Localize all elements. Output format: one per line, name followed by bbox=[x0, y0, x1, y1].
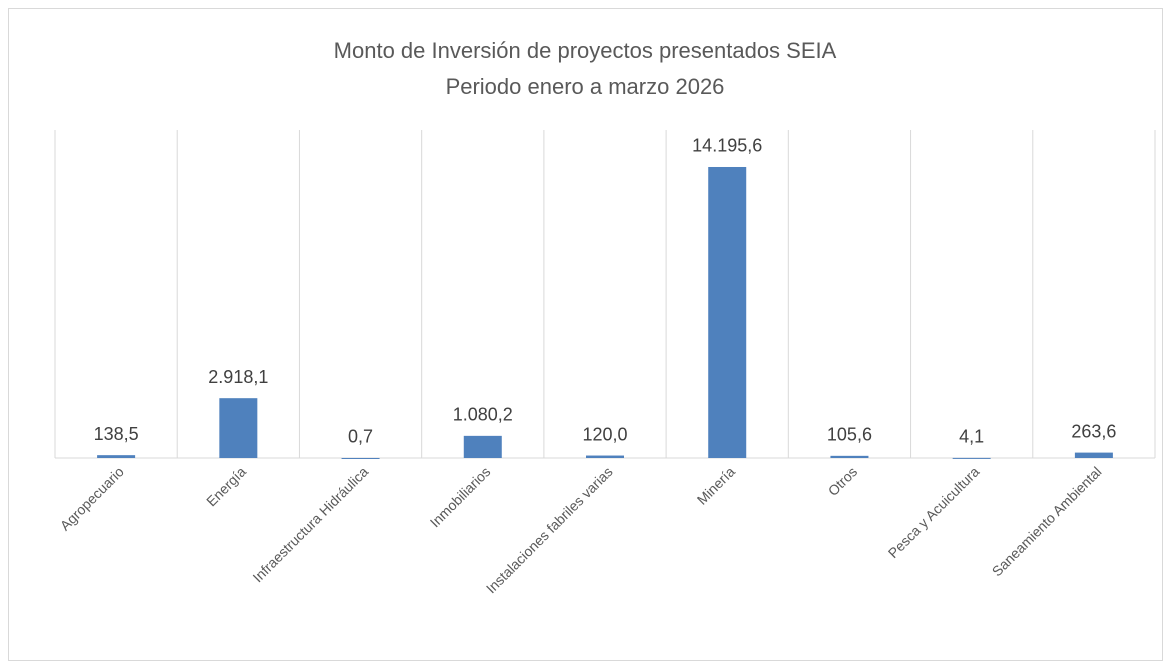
chart-subtitle: Periodo enero a marzo 2026 bbox=[446, 74, 725, 99]
chart-title: Monto de Inversión de proyectos presenta… bbox=[334, 38, 837, 63]
data-label: 4,1 bbox=[959, 427, 984, 447]
bar bbox=[952, 457, 991, 459]
data-label: 1.080,2 bbox=[453, 405, 513, 425]
bar bbox=[219, 398, 258, 458]
bar bbox=[463, 435, 502, 458]
bar bbox=[97, 455, 136, 458]
bar bbox=[1074, 452, 1113, 458]
data-label: 14.195,6 bbox=[692, 136, 762, 156]
bar bbox=[341, 457, 380, 459]
data-label: 138,5 bbox=[94, 424, 139, 444]
data-label: 263,6 bbox=[1071, 421, 1116, 441]
data-label: 2.918,1 bbox=[208, 367, 268, 387]
data-label: 0,7 bbox=[348, 427, 373, 447]
chart-border bbox=[8, 8, 1163, 661]
bar bbox=[708, 166, 747, 458]
bar bbox=[830, 455, 869, 458]
data-label: 120,0 bbox=[582, 424, 627, 444]
bar bbox=[586, 455, 624, 458]
data-label: 105,6 bbox=[827, 425, 872, 445]
